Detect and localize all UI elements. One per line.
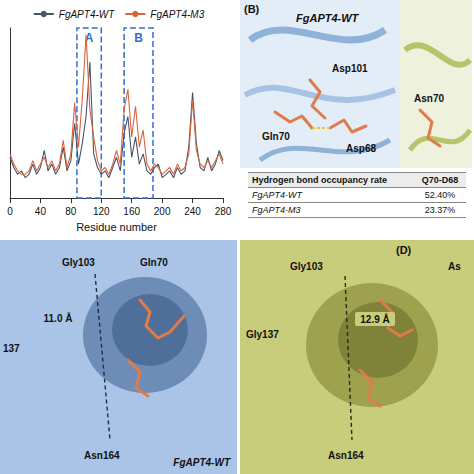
svg-text:137: 137 — [3, 343, 20, 354]
svg-text:Gln70: Gln70 — [262, 131, 290, 142]
html-text:Q70-D68: Q70-D68 — [421, 175, 459, 185]
html-text:Hydrogen bond occupancy rate: Hydrogen bond occupancy rate — [252, 175, 387, 185]
svg-text:160: 160 — [123, 206, 140, 217]
svg-text:Gly137: Gly137 — [246, 329, 279, 340]
svg-text:Gly103: Gly103 — [290, 261, 323, 272]
svg-text:200: 200 — [154, 206, 171, 217]
html-text:52.40%: 52.40% — [424, 190, 456, 200]
svg-text:A: A — [84, 31, 94, 46]
html-text:FgAPT4-M3: FgAPT4-M3 — [252, 205, 301, 215]
svg-text:FgAPT4-WT: FgAPT4-WT — [59, 9, 115, 20]
svg-text:120: 120 — [93, 206, 110, 217]
svg-text:Asn164: Asn164 — [84, 450, 120, 461]
svg-text:12.9 Å: 12.9 Å — [360, 313, 389, 325]
svg-text:Asp68: Asp68 — [346, 143, 376, 154]
svg-text:Asn164: Asn164 — [328, 450, 364, 461]
svg-text:Asp101: Asp101 — [332, 63, 368, 74]
svg-text:Asn70: Asn70 — [414, 93, 444, 104]
svg-text:80: 80 — [65, 206, 77, 217]
svg-text:(B): (B) — [244, 3, 260, 15]
svg-text:As: As — [448, 261, 461, 272]
svg-text:11.0 Å: 11.0 Å — [44, 312, 73, 324]
html-text:23.37%: 23.37% — [424, 205, 456, 215]
svg-text:FgAPT4-M3: FgAPT4-M3 — [150, 9, 204, 20]
svg-text:B: B — [134, 31, 143, 45]
svg-text:FgAPT4-WT: FgAPT4-WT — [173, 457, 231, 468]
svg-text:Residue number: Residue number — [76, 221, 157, 233]
svg-text:240: 240 — [184, 206, 201, 217]
svg-text:Gln70: Gln70 — [140, 257, 168, 268]
html-text:FgAPT4-WT: FgAPT4-WT — [252, 190, 302, 200]
svg-text:FgAPT4-WT: FgAPT4-WT — [296, 12, 360, 24]
svg-text:0: 0 — [7, 206, 13, 217]
svg-text:40: 40 — [35, 206, 47, 217]
svg-text:280: 280 — [215, 206, 232, 217]
svg-text:(D): (D) — [396, 244, 412, 256]
svg-text:Gly103: Gly103 — [62, 257, 95, 268]
